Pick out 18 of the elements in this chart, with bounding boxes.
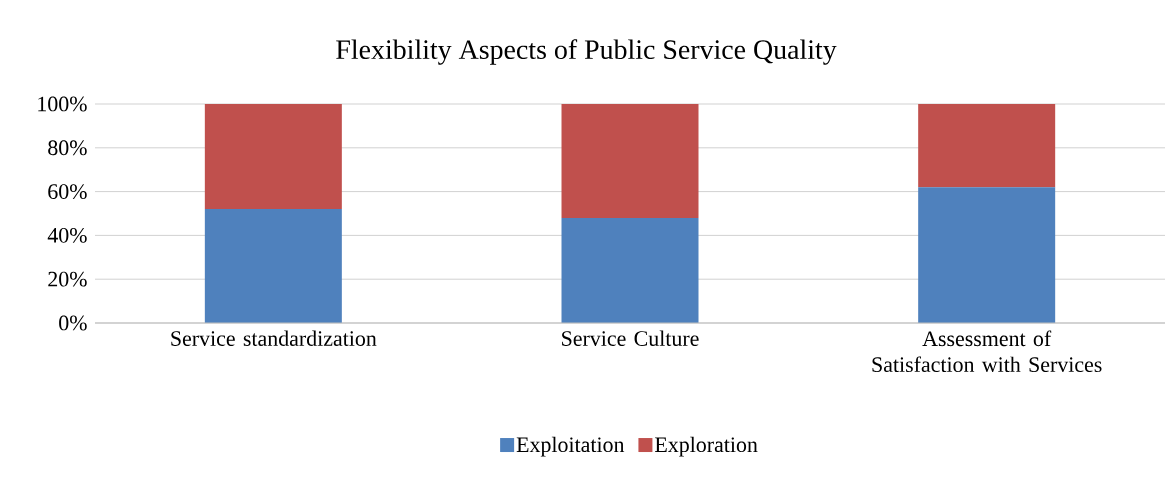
bar	[561, 217, 699, 323]
bar	[204, 209, 342, 323]
x-tick-label: Assessment of Satisfaction with Services	[872, 330, 1102, 373]
y-tick-label: 0%	[59, 315, 87, 331]
legend-label: Exploitation	[516, 436, 625, 457]
x-tick-label: Service standardization	[171, 330, 377, 346]
y-tick-label: 100%	[38, 96, 87, 112]
bar	[918, 104, 1056, 188]
bar	[561, 104, 699, 218]
x-tick-label: Service Culture	[562, 330, 699, 346]
y-tick-label: 60%	[48, 184, 87, 200]
chart-title: Flexibility Aspects of Public Service Quality	[336, 39, 837, 65]
y-tick-label: 40%	[47, 227, 87, 243]
legend-label: Exploration	[655, 436, 758, 457]
bar	[918, 187, 1056, 323]
bar	[204, 104, 342, 210]
y-tick-label: 20%	[48, 271, 87, 287]
y-tick-label: 80%	[48, 140, 87, 156]
